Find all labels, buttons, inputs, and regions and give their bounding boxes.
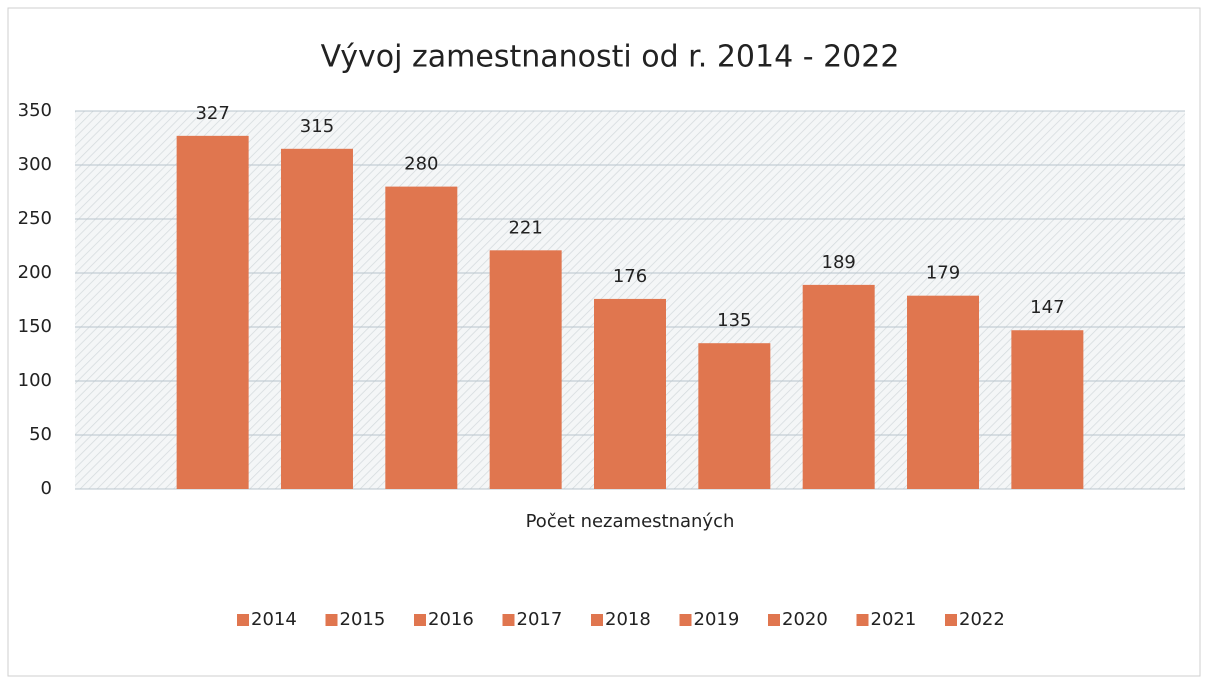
legend-label: 2021 <box>871 609 917 630</box>
legend-swatch <box>502 614 515 626</box>
data-label: 176 <box>613 266 647 287</box>
bar <box>385 186 458 489</box>
legend-label: 2016 <box>428 609 474 630</box>
legend-swatch <box>945 614 957 626</box>
y-tick-label: 300 <box>18 154 52 175</box>
legend-swatch <box>325 614 338 626</box>
legend-label: 2015 <box>340 609 386 630</box>
y-tick-label: 100 <box>18 370 52 391</box>
legend-swatch <box>679 614 692 626</box>
y-tick-label: 150 <box>18 316 52 337</box>
y-tick-label: 350 <box>18 100 52 121</box>
bar <box>698 343 771 489</box>
data-label: 189 <box>822 252 856 273</box>
legend-swatch <box>856 614 869 626</box>
y-tick-label: 200 <box>18 262 52 283</box>
data-label: 280 <box>404 154 438 175</box>
legend-label: 2014 <box>251 609 297 630</box>
y-tick-label: 0 <box>41 478 52 499</box>
legend-label: 2022 <box>959 609 1005 630</box>
data-label: 179 <box>926 263 960 284</box>
chart-title: Vývoj zamestnanosti od r. 2014 - 2022 <box>321 40 900 75</box>
bar <box>907 295 980 489</box>
legend-swatch <box>237 614 249 626</box>
x-axis-label: Počet nezamestnaných <box>526 511 735 532</box>
legend-swatch <box>768 614 780 626</box>
bar <box>802 284 875 489</box>
legend-label: 2019 <box>694 609 740 630</box>
y-tick-label: 250 <box>18 208 52 229</box>
data-label: 327 <box>195 103 229 124</box>
data-label: 221 <box>508 217 542 238</box>
bar <box>594 298 666 489</box>
legend-swatch <box>414 614 426 626</box>
legend-swatch <box>591 614 603 626</box>
legend-label: 2020 <box>782 609 828 630</box>
data-label: 135 <box>717 310 751 331</box>
y-tick-label: 50 <box>29 424 52 445</box>
bar <box>280 148 353 490</box>
legend-label: 2017 <box>517 609 563 630</box>
data-label: 315 <box>300 116 334 137</box>
bar <box>1011 330 1084 489</box>
legend-label: 2018 <box>605 609 651 630</box>
data-label: 147 <box>1030 297 1064 318</box>
bar <box>489 250 562 489</box>
bar <box>176 135 249 489</box>
